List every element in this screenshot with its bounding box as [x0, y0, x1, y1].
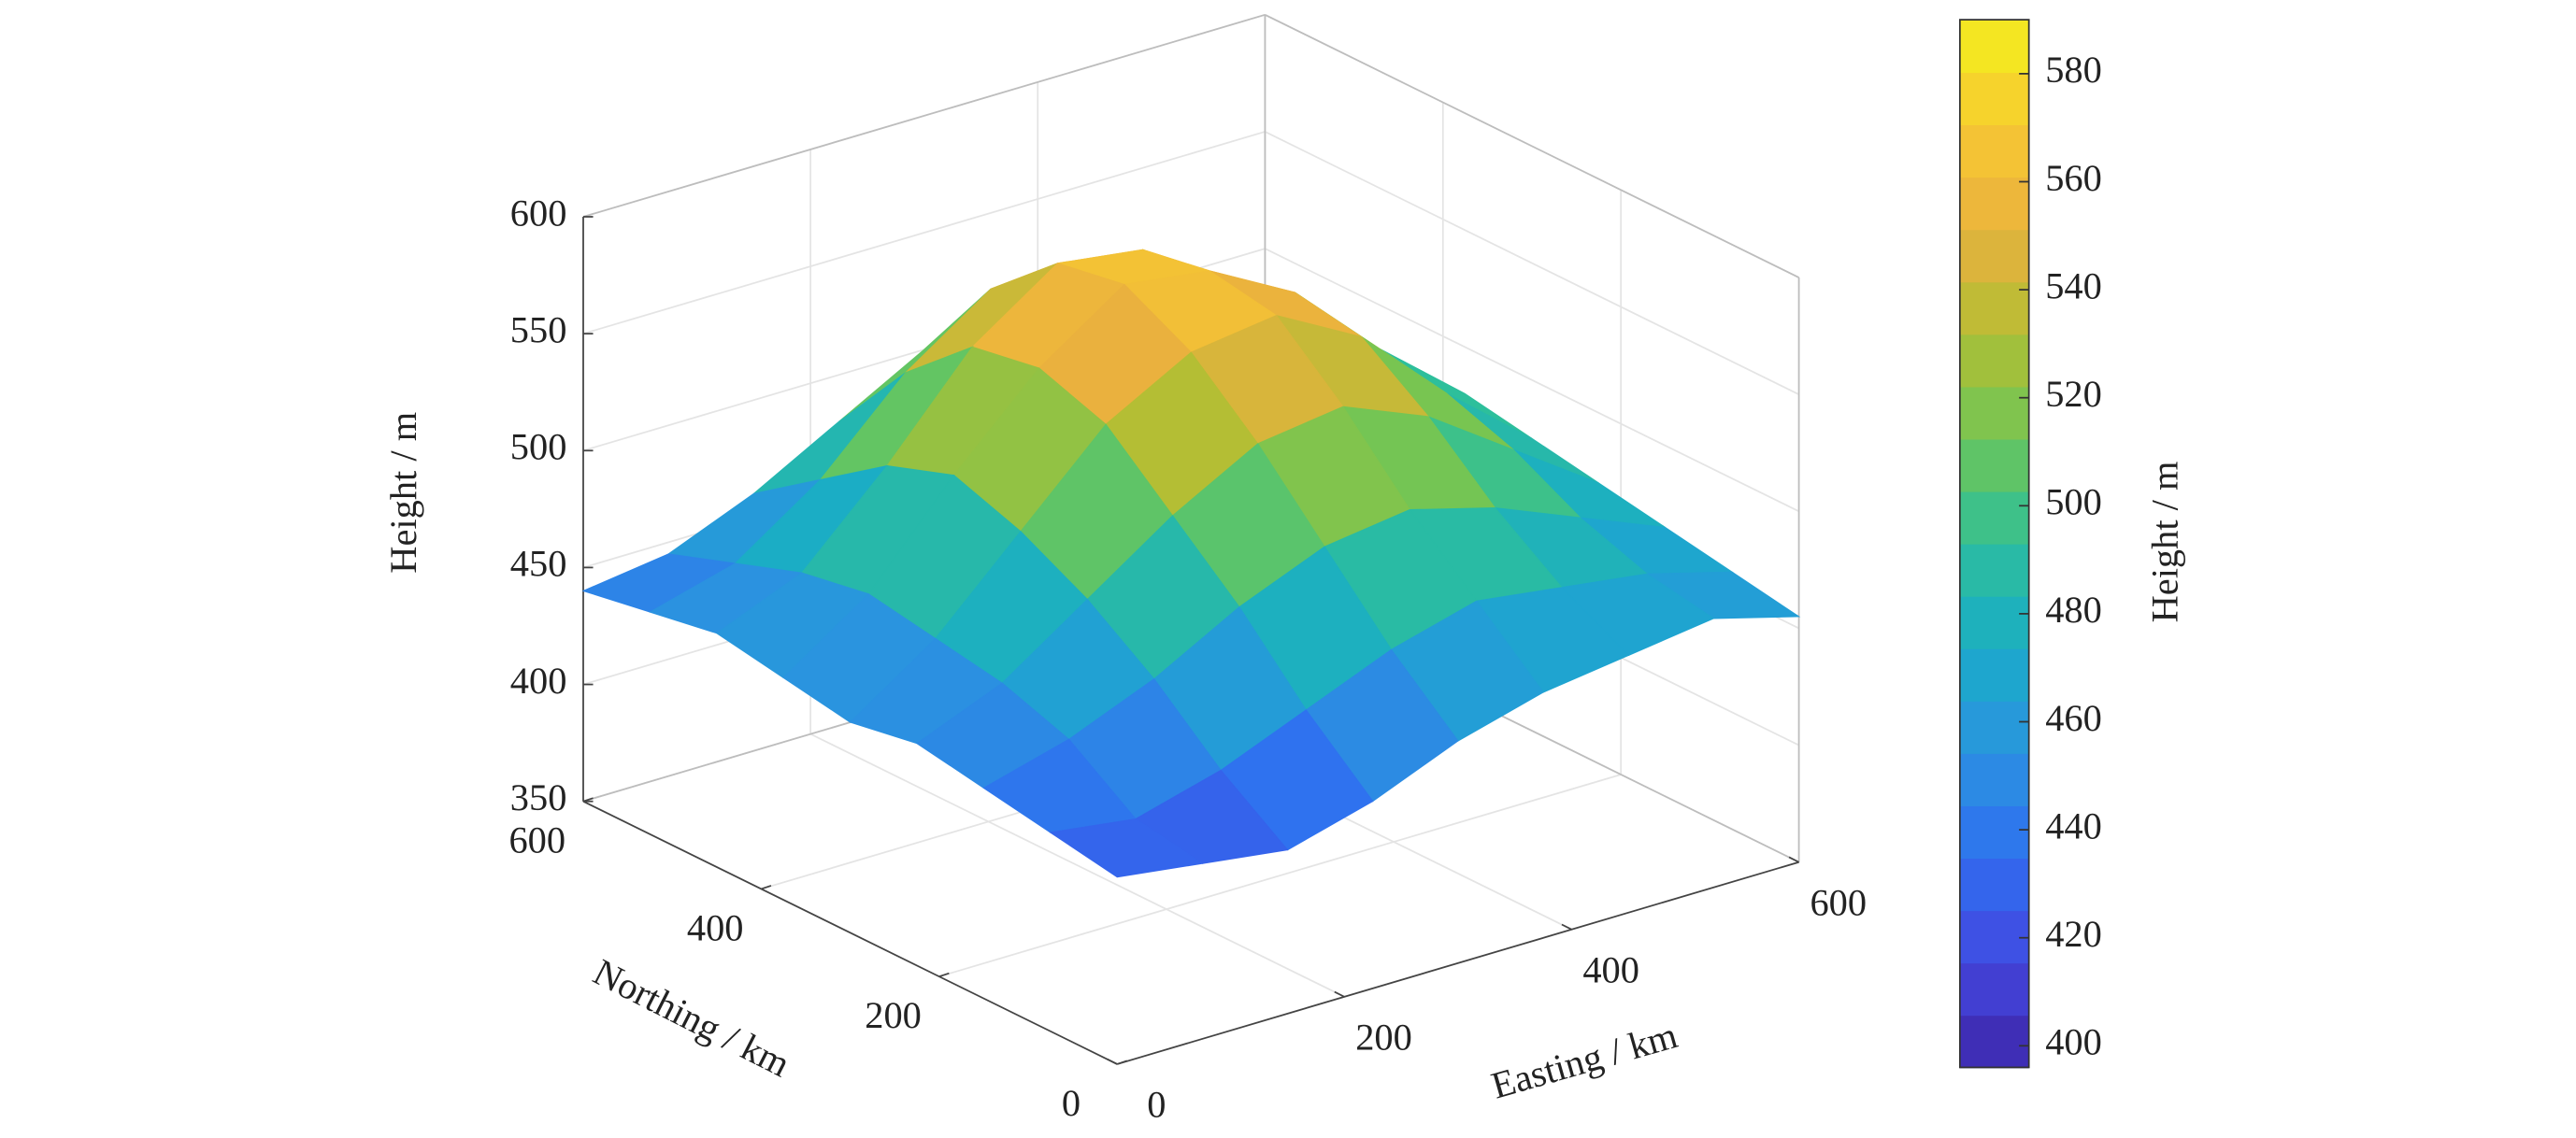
y-tick-label: 400: [687, 906, 744, 948]
x-tick-label: 600: [1810, 881, 1867, 923]
colorbar-band: [1959, 805, 2029, 860]
z-tick-label: 600: [510, 192, 567, 234]
y-tick: [1116, 1060, 1128, 1065]
box-edge: [582, 13, 1266, 218]
y-tick: [582, 797, 594, 803]
colorbar-tick-label: 500: [2045, 481, 2102, 523]
colorbar-band: [1959, 962, 2029, 1017]
colorbar-band: [1959, 438, 2029, 492]
colorbar-tick-label: 480: [2045, 589, 2102, 631]
colorbar-tick-label: 460: [2045, 697, 2102, 739]
x-tick-label: 200: [1355, 1017, 1412, 1059]
colorbar-band: [1959, 72, 2029, 126]
x-axis: [1116, 861, 1799, 1065]
y-tick-label: 0: [1062, 1082, 1080, 1124]
grid-line: [1265, 131, 1799, 395]
colorbar-tick-label: 400: [2045, 1021, 2102, 1063]
colorbar-band: [1959, 124, 2029, 178]
colorbar-band: [1959, 281, 2029, 335]
colorbar-band: [1959, 910, 2029, 964]
colorbar-band: [1959, 177, 2029, 231]
y-tick: [761, 885, 772, 890]
colorbar-band: [1959, 700, 2029, 754]
colorbar-band: [1959, 647, 2029, 702]
colorbar-band: [1959, 753, 2029, 806]
y-axis-label: Northing / km: [587, 950, 796, 1085]
colorbar-band: [1959, 20, 2029, 74]
x-axis-label: Easting / km: [1487, 1014, 1682, 1107]
z-tick-label: 350: [510, 776, 567, 818]
grid-line: [1265, 248, 1799, 513]
y-axis: [582, 800, 1118, 1065]
x-tick-label: 0: [1147, 1084, 1166, 1126]
colorbar-tick-label: 520: [2045, 373, 2102, 415]
y-tick-label: 600: [508, 819, 565, 861]
x-tick: [1334, 990, 1345, 998]
grid-line: [582, 131, 1266, 334]
surface: [581, 249, 1801, 878]
colorbar-label: Height / m: [2143, 462, 2185, 623]
y-tick: [938, 972, 950, 978]
colorbar-band: [1959, 1015, 2029, 1069]
z-tick-label: 450: [510, 543, 567, 585]
grid-line: [809, 733, 1345, 998]
colorbar-tick-label: 420: [2045, 913, 2102, 955]
colorbar-tick-label: 580: [2045, 49, 2102, 91]
colorbar-band: [1959, 858, 2029, 912]
box-edge: [1265, 14, 1799, 278]
y-tick-label: 200: [865, 994, 922, 1036]
colorbar-band: [1959, 386, 2029, 440]
z-tick-label: 400: [510, 660, 567, 702]
colorbar-band: [1959, 334, 2029, 388]
x-tick: [1561, 923, 1572, 931]
colorbar-band: [1959, 543, 2029, 597]
z-tick-label: 550: [510, 308, 567, 350]
colorbar-frame: [1958, 19, 2030, 1069]
colorbar-tick-label: 440: [2045, 804, 2102, 846]
x-tick: [1788, 856, 1799, 863]
labels: 350 400 450 500 550 600 0 200 400 600 0 200 400 600 He…: [382, 19, 2185, 1126]
z-axis-label: Height / m: [382, 412, 424, 574]
grid-line: [938, 774, 1622, 978]
surface-patch: [1049, 818, 1204, 878]
colorbar-tick-label: 560: [2045, 157, 2102, 199]
colorbar-tick-label: 540: [2045, 264, 2102, 306]
z-tick-label: 500: [510, 426, 567, 468]
colorbar-band: [1959, 595, 2029, 649]
colorbar-band: [1959, 229, 2029, 283]
x-tick: [1107, 1058, 1118, 1065]
colorbar-band: [1959, 491, 2029, 545]
x-tick-label: 400: [1582, 949, 1639, 991]
